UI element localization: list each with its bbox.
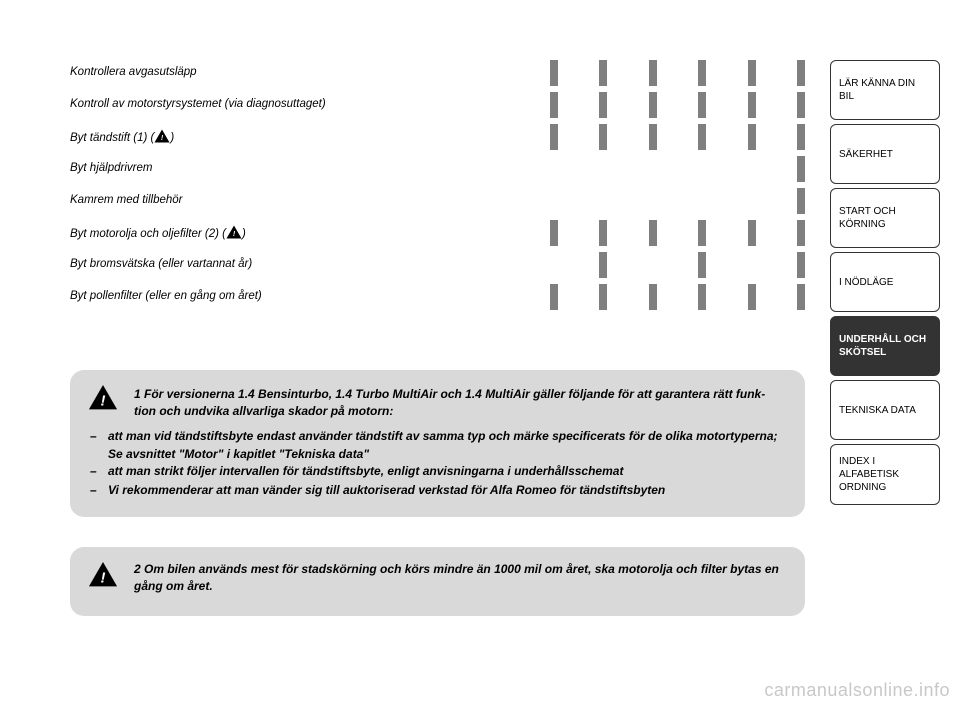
- warning-list-item: Vi rekommenderar att man vänder sig till…: [90, 482, 785, 499]
- svg-text:!: !: [101, 569, 106, 586]
- service-label: Byt motorolja och oljefilter (2) (!): [70, 224, 540, 243]
- tick-mark: [797, 220, 805, 246]
- tick-mark: [748, 188, 756, 214]
- tick-mark: [649, 284, 657, 310]
- service-row: Kontroll av motorstyrsystemet (via diagn…: [70, 92, 805, 118]
- tick-mark: [550, 92, 558, 118]
- warning-list-item: att man vid tändstiftsbyte endast använd…: [90, 428, 785, 445]
- tick-mark: [698, 60, 706, 86]
- tick-mark: [748, 252, 756, 278]
- tick-mark: [748, 220, 756, 246]
- tick-mark: [797, 188, 805, 214]
- warning-triangle-icon: !: [226, 224, 242, 240]
- tick-mark: [797, 284, 805, 310]
- service-row: Kamrem med tillbehör: [70, 188, 805, 214]
- tick-mark: [698, 188, 706, 214]
- svg-text:!: !: [101, 393, 106, 410]
- tick-mark: [649, 156, 657, 182]
- tick-mark: [649, 188, 657, 214]
- service-ticks: [540, 188, 805, 214]
- sidebar-nav-item[interactable]: I NÖDLÄGE: [830, 252, 940, 312]
- service-ticks: [540, 252, 805, 278]
- sidebar-nav-item[interactable]: UNDERHÅLL OCH SKÖTSEL: [830, 316, 940, 376]
- tick-mark: [599, 60, 607, 86]
- tick-mark: [649, 220, 657, 246]
- service-ticks: [540, 284, 805, 310]
- tick-mark: [797, 156, 805, 182]
- tick-mark: [698, 124, 706, 150]
- service-label: Byt hjälpdrivrem: [70, 161, 540, 177]
- service-label: Byt pollenfilter (eller en gång om året): [70, 289, 540, 305]
- service-ticks: [540, 60, 805, 86]
- tick-mark: [797, 124, 805, 150]
- tick-mark: [599, 188, 607, 214]
- warning-triangle-icon: !: [88, 561, 118, 587]
- sidebar-nav-item[interactable]: INDEX I ALFABETISK ORDNING: [830, 444, 940, 505]
- service-row: Byt hjälpdrivrem: [70, 156, 805, 182]
- page: Kontrollera avgasutsläpp Kontroll av moto…: [0, 0, 960, 709]
- tick-mark: [599, 252, 607, 278]
- service-ticks: [540, 124, 805, 150]
- service-row: Byt motorolja och oljefilter (2) (!): [70, 220, 805, 246]
- tick-mark: [748, 284, 756, 310]
- tick-mark: [599, 284, 607, 310]
- warning-list-item: att man strikt följer intervallen för tä…: [90, 463, 785, 480]
- service-row: Byt tändstift (1) (!): [70, 124, 805, 150]
- tick-mark: [698, 220, 706, 246]
- sidebar-nav-item[interactable]: START OCH KÖRNING: [830, 188, 940, 248]
- sidebar-nav: LÄR KÄNNA DIN BILSÄKERHETSTART OCH KÖRNI…: [830, 60, 940, 509]
- warning-triangle-icon: !: [88, 384, 118, 410]
- service-label: Kontrollera avgasutsläpp: [70, 65, 540, 81]
- tick-mark: [698, 156, 706, 182]
- service-ticks: [540, 220, 805, 246]
- tick-mark: [649, 92, 657, 118]
- service-ticks: [540, 156, 805, 182]
- service-row: Byt bromsvätska (eller vartannat år): [70, 252, 805, 278]
- tick-mark: [550, 220, 558, 246]
- tick-mark: [748, 124, 756, 150]
- tick-mark: [550, 156, 558, 182]
- tick-mark: [550, 252, 558, 278]
- tick-mark: [599, 156, 607, 182]
- service-ticks: [540, 92, 805, 118]
- service-row: Byt pollenfilter (eller en gång om året): [70, 284, 805, 310]
- warning-box-1: ! 1 För versionerna 1.4 Bensinturbo, 1.4…: [70, 370, 805, 517]
- service-label: Kontroll av motorstyrsystemet (via diagn…: [70, 97, 540, 113]
- warning-triangle-icon: !: [154, 128, 170, 144]
- warning-list-subtext: Se avsnittet "Motor" i kapitlet "Teknisk…: [90, 446, 785, 463]
- tick-mark: [599, 92, 607, 118]
- tick-mark: [797, 92, 805, 118]
- sidebar-nav-item[interactable]: SÄKERHET: [830, 124, 940, 184]
- tick-mark: [748, 156, 756, 182]
- tick-mark: [698, 92, 706, 118]
- tick-mark: [797, 60, 805, 86]
- tick-mark: [698, 284, 706, 310]
- warning-1-list: att man vid tändstiftsbyte endast använd…: [90, 428, 785, 499]
- main-content: Kontrollera avgasutsläpp Kontroll av moto…: [70, 60, 805, 616]
- warning-box-2: ! 2 Om bilen används mest för stadskörni…: [70, 547, 805, 617]
- sidebar-nav-item[interactable]: TEKNISKA DATA: [830, 380, 940, 440]
- tick-mark: [649, 124, 657, 150]
- watermark: carmanualsonline.info: [764, 680, 950, 701]
- service-label: Byt tändstift (1) (!): [70, 128, 540, 147]
- tick-mark: [550, 284, 558, 310]
- tick-mark: [748, 92, 756, 118]
- tick-mark: [797, 252, 805, 278]
- service-label: Kamrem med tillbehör: [70, 193, 540, 209]
- tick-mark: [550, 188, 558, 214]
- tick-mark: [599, 220, 607, 246]
- service-table: Kontrollera avgasutsläpp Kontroll av moto…: [70, 60, 805, 310]
- tick-mark: [649, 60, 657, 86]
- tick-mark: [698, 252, 706, 278]
- service-row: Kontrollera avgasutsläpp: [70, 60, 805, 86]
- tick-mark: [550, 124, 558, 150]
- service-label: Byt bromsvätska (eller vartannat år): [70, 257, 540, 273]
- tick-mark: [550, 60, 558, 86]
- warning-1-lead: 1 För versionerna 1.4 Bensinturbo, 1.4 T…: [134, 386, 785, 420]
- tick-mark: [649, 252, 657, 278]
- warning-2-lead: 2 Om bilen används mest för stadskörning…: [134, 561, 785, 595]
- tick-mark: [599, 124, 607, 150]
- tick-mark: [748, 60, 756, 86]
- sidebar-nav-item[interactable]: LÄR KÄNNA DIN BIL: [830, 60, 940, 120]
